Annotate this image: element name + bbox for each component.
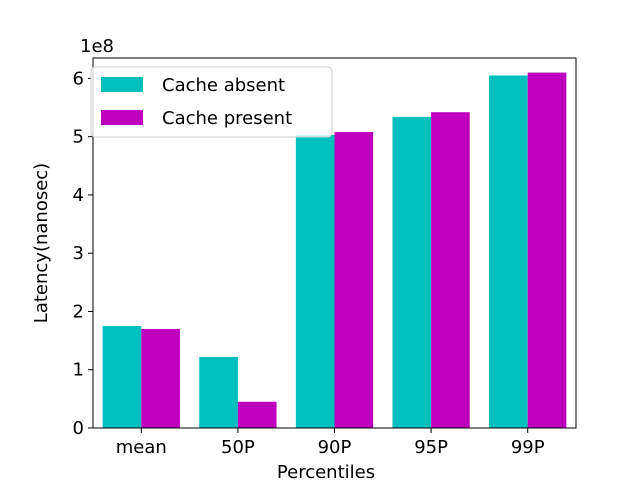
x-tick-label: 50P: [221, 437, 255, 458]
y-axis-label: Latency(nanosec): [31, 163, 52, 323]
legend-frame: [90, 66, 333, 138]
bar-cache-present-90p: [334, 132, 374, 428]
legend-swatch-cache-present: [101, 110, 143, 125]
x-tick-label: 90P: [318, 437, 352, 458]
x-tick-label: 99P: [511, 437, 545, 458]
bar-cache-present-95p: [431, 112, 470, 429]
legend-label-cache-absent: Cache absent: [162, 75, 285, 96]
y-axis-offset-label: 1e8: [80, 36, 114, 57]
y-tick-label: 3: [73, 243, 84, 264]
bar-cache-absent-95p: [392, 116, 432, 428]
bars-group: [102, 72, 567, 429]
legend: Cache absent Cache present: [90, 66, 333, 138]
x-tick-label: 95P: [414, 437, 448, 458]
legend-swatch-cache-absent: [101, 77, 143, 92]
y-tick-label: 1: [73, 360, 84, 381]
y-tick-label: 4: [73, 185, 84, 206]
bar-cache-absent-99p: [489, 75, 528, 428]
bar-cache-present-mean: [141, 328, 180, 428]
y-tick-label: 2: [73, 301, 84, 322]
y-tick-label: 0: [73, 418, 84, 439]
bar-cache-present-50p: [237, 401, 277, 428]
bar-cache-absent-mean: [102, 326, 142, 428]
bar-cache-present-99p: [527, 72, 567, 429]
legend-label-cache-present: Cache present: [162, 108, 292, 129]
bar-cache-absent-90p: [295, 134, 335, 428]
y-tick-label: 5: [73, 127, 84, 148]
y-tick-label: 6: [73, 68, 84, 89]
bar-cache-absent-50p: [199, 356, 238, 428]
x-axis-label: Percentiles: [277, 462, 375, 480]
x-tick-label: mean: [116, 437, 167, 458]
x-axis-ticks: mean 50P 90P 95P 99P: [116, 428, 545, 458]
y-axis-ticks: 0 1 2 3 4 5 6: [73, 68, 93, 439]
